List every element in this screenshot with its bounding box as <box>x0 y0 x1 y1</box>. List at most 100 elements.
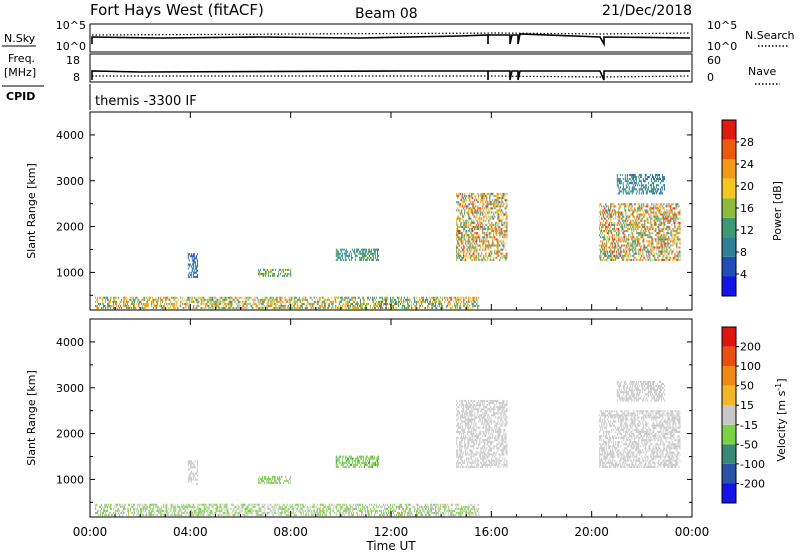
heatmap-cell <box>632 211 634 214</box>
heatmap-cell <box>115 296 117 299</box>
heatmap-cell <box>156 514 158 517</box>
heatmap-cell <box>225 302 227 305</box>
heatmap-cell <box>613 223 615 226</box>
heatmap-cell <box>343 507 345 510</box>
heatmap-cell <box>601 217 603 220</box>
heatmap-cell <box>196 296 198 299</box>
heatmap-cell <box>467 248 469 251</box>
heatmap-cell <box>272 296 274 299</box>
heatmap-cell <box>650 209 652 212</box>
heatmap-cell <box>642 252 644 255</box>
heatmap-cell <box>498 225 500 228</box>
heatmap-cell <box>239 296 241 299</box>
heatmap-cell <box>353 300 355 303</box>
heatmap-cell <box>492 236 494 239</box>
heatmap-cell <box>630 175 632 178</box>
heatmap-cell <box>328 305 330 308</box>
heatmap-cell <box>330 302 332 305</box>
heatmap-cell <box>195 275 197 278</box>
heatmap-cell <box>196 275 198 278</box>
heatmap-cell <box>344 254 346 257</box>
heatmap-cell <box>384 512 385 515</box>
heatmap-cell <box>331 305 333 308</box>
heatmap-cell <box>417 307 419 310</box>
heatmap-cell <box>189 503 191 506</box>
heatmap-cell <box>638 240 640 243</box>
heatmap-cell <box>103 512 104 515</box>
heatmap-cell <box>190 509 192 512</box>
heatmap-cell <box>227 514 229 517</box>
heatmap-cell <box>103 307 104 310</box>
heatmap-cell <box>202 298 204 301</box>
heatmap-cell <box>344 302 346 305</box>
heatmap-cell <box>623 240 625 243</box>
heatmap-cell <box>615 256 617 259</box>
heatmap-cell <box>618 250 620 253</box>
heatmap-cell <box>496 240 498 243</box>
heatmap-cell <box>386 302 387 305</box>
heatmap-cell <box>498 221 500 224</box>
heatmap-cell <box>628 209 630 212</box>
heatmap-cell <box>641 244 643 247</box>
heatmap-cell <box>440 300 442 303</box>
heatmap-cell <box>266 512 268 515</box>
heatmap-cell <box>468 217 470 220</box>
heatmap-cell <box>655 190 657 193</box>
heatmap-cell <box>635 244 637 247</box>
heatmap-cell <box>639 225 641 228</box>
heatmap-cell <box>599 228 601 231</box>
heatmap-cell <box>654 230 656 233</box>
heatmap-cell <box>465 254 467 257</box>
heatmap-cell <box>634 217 636 220</box>
heatmap-cell <box>495 232 497 235</box>
heatmap-cell <box>620 205 622 208</box>
heatmap-cell <box>157 305 159 308</box>
heatmap-cell <box>201 302 203 305</box>
heatmap-cell <box>198 305 200 308</box>
heatmap-cell <box>468 296 470 299</box>
heatmap-cell <box>624 207 626 210</box>
heatmap-cell <box>606 225 608 228</box>
heatmap-cell <box>173 302 175 305</box>
heatmap-cell <box>151 302 153 305</box>
heatmap-cell <box>208 514 210 517</box>
heatmap-cell <box>488 242 490 245</box>
heatmap-cell <box>324 305 326 308</box>
heatmap-cell <box>299 509 301 512</box>
heatmap-cell <box>473 225 475 228</box>
heatmap-cell <box>195 514 197 517</box>
heatmap-cell <box>501 201 503 204</box>
heatmap-cell <box>664 240 666 243</box>
heatmap-cell <box>618 207 620 210</box>
heatmap-cell <box>676 205 678 208</box>
heatmap-cell <box>302 296 304 299</box>
heatmap-cell <box>633 223 635 226</box>
heatmap-cell <box>491 244 493 247</box>
heatmap-cell <box>611 246 613 249</box>
nsky-label: N.Sky <box>4 32 36 45</box>
heatmap-cell <box>503 240 505 243</box>
heatmap-cell <box>646 178 648 181</box>
heatmap-cell <box>616 236 618 239</box>
heatmap-cell <box>634 248 636 251</box>
heatmap-cell <box>494 199 496 202</box>
heatmap-cell <box>608 217 610 220</box>
heatmap-cell <box>355 302 357 305</box>
heatmap-cell <box>493 223 495 226</box>
heatmap-cell <box>646 175 648 178</box>
heatmap-cell <box>330 296 332 299</box>
heatmap-cell <box>623 221 625 224</box>
heatmap-cell <box>463 252 465 255</box>
heatmap-cell <box>147 300 149 303</box>
heatmap-cell <box>342 509 344 512</box>
heatmap-cell <box>176 300 178 303</box>
heatmap-cell <box>348 252 350 255</box>
heatmap-cell <box>378 300 379 303</box>
heatmap-cell <box>260 298 262 301</box>
heatmap-cell <box>159 509 161 512</box>
heatmap-cell <box>345 307 347 310</box>
heatmap-cell <box>469 305 471 308</box>
heatmap-cell <box>499 250 501 253</box>
heatmap-cell <box>210 296 212 299</box>
heatmap-cell <box>299 305 301 308</box>
